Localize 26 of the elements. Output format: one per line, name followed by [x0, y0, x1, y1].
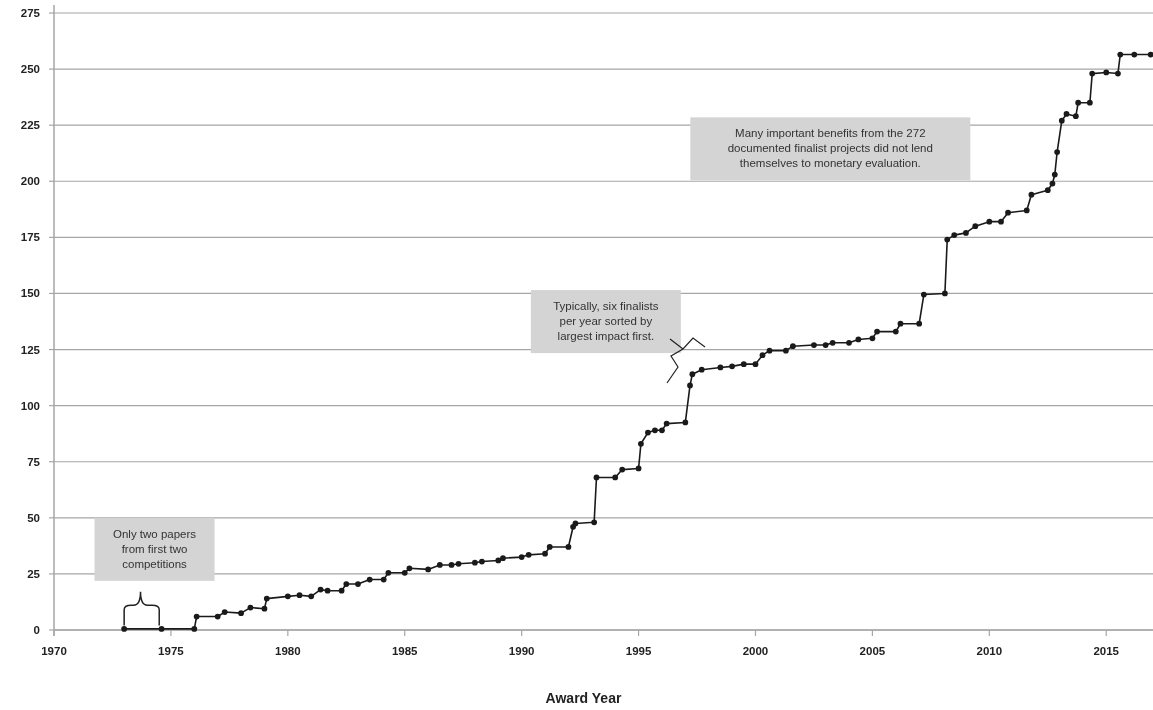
y-tick-label: 25 [27, 567, 41, 580]
x-tick-label: 1980 [275, 645, 301, 657]
annotation: Only two papers from first two competitions [112, 527, 197, 570]
y-tick-label: 100 [20, 399, 40, 412]
y-tick-label: 200 [20, 175, 40, 188]
x-tick-label: 1970 [41, 645, 67, 657]
x-tick-label: 1995 [625, 645, 652, 657]
x-tick-label: 2010 [976, 645, 1003, 657]
y-tick-label: 175 [20, 231, 41, 244]
x-tick-label: 2000 [742, 645, 769, 657]
x-tick-label: 1975 [158, 645, 185, 657]
y-tick-label: 250 [20, 63, 40, 76]
y-tick-label: 0 [33, 624, 40, 637]
annotation: Typically, six finalists per year sorted by largest impact first. [553, 300, 659, 343]
x-tick-label: 1985 [391, 645, 419, 657]
y-tick-label: 50 [27, 511, 40, 524]
y-tick-label: 75 [27, 455, 41, 468]
x-tick-label: 1990 [508, 645, 535, 657]
x-tick-label: 2015 [1093, 645, 1120, 657]
x-axis-title: Award Year [545, 690, 622, 706]
y-tick-label: 125 [20, 343, 41, 356]
y-tick-label: 275 [20, 7, 41, 20]
y-tick-label: 150 [20, 287, 40, 300]
y-tick-label: 225 [20, 119, 41, 132]
annotation: Many important benefits from the 272 documented finalist projects did not lend themselves to monetary evaluation. [727, 127, 933, 170]
x-tick-label: 2005 [859, 645, 886, 657]
